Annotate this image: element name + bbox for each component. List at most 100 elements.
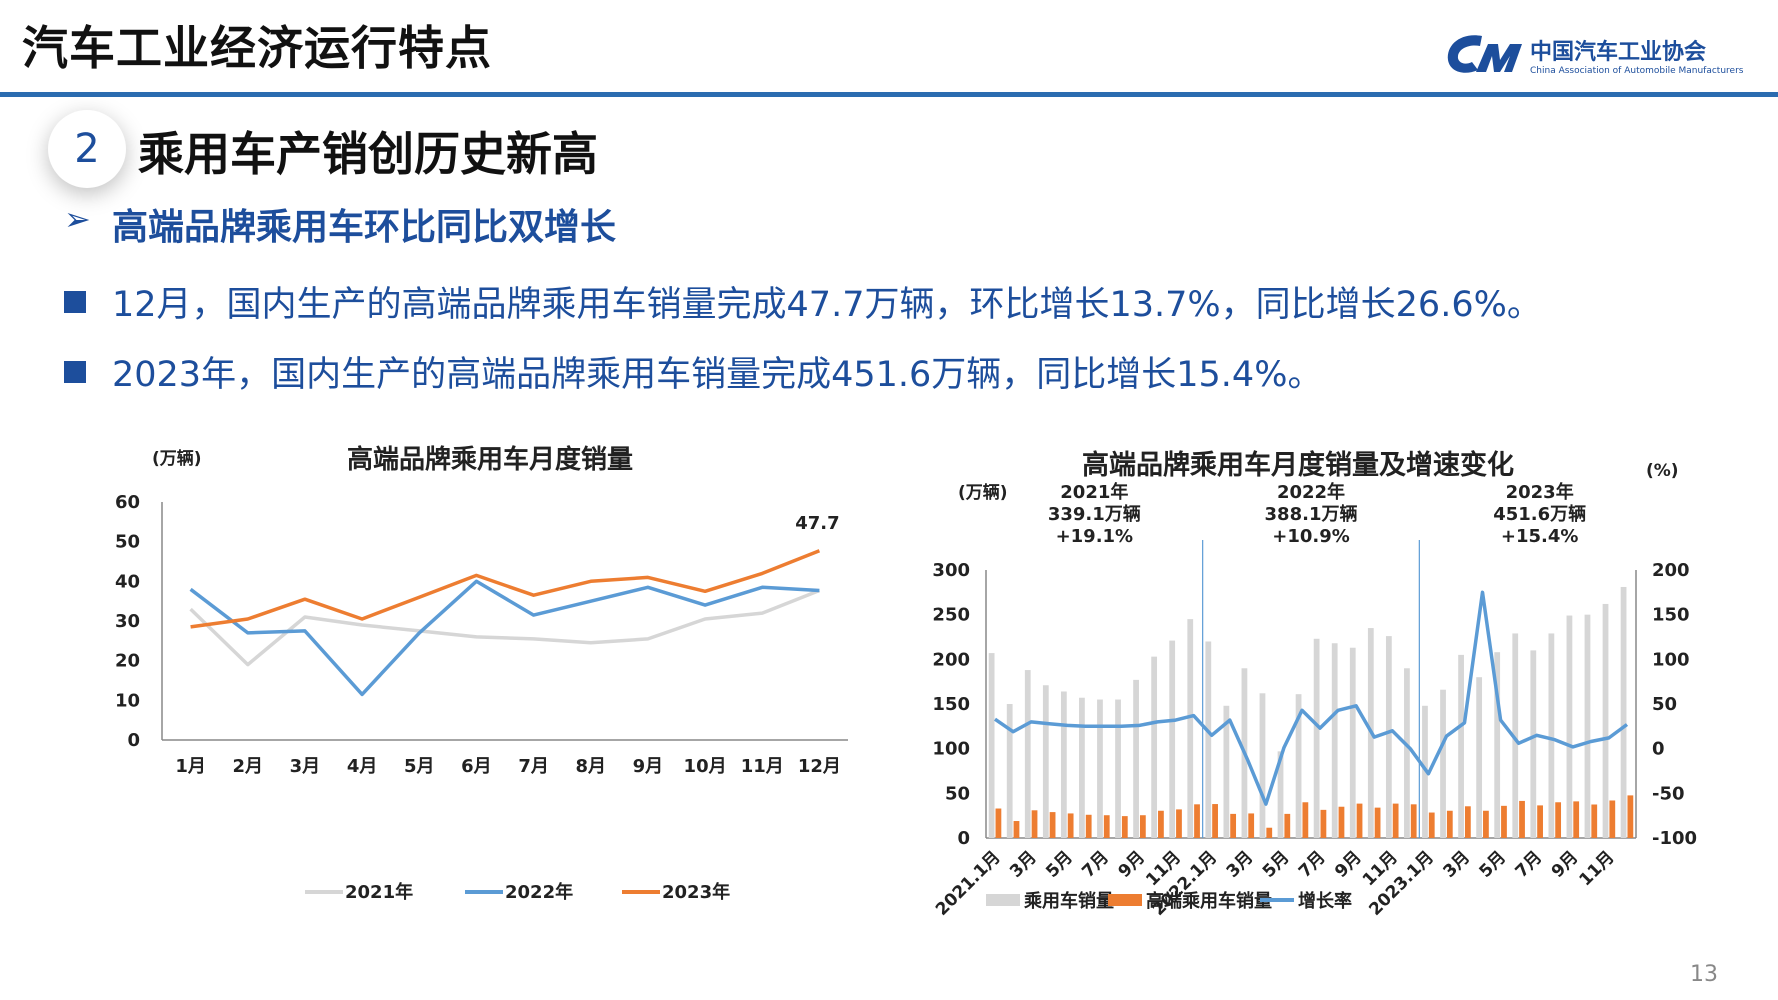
premium-car-bar	[1320, 809, 1327, 838]
passenger-car-bar	[1530, 650, 1537, 838]
passenger-car-bar	[1042, 685, 1049, 838]
premium-car-bar	[1446, 810, 1453, 838]
premium-car-bar	[1627, 795, 1634, 838]
passenger-car-bar	[1097, 699, 1103, 838]
passenger-car-bar	[1349, 647, 1356, 838]
x-tick-label: 4月	[347, 756, 378, 777]
premium-car-bar	[1374, 807, 1381, 838]
y2-tick-label: 100	[1652, 649, 1690, 670]
year-note-growth: +19.1%	[1056, 526, 1134, 547]
y-tick-label: 300	[932, 560, 970, 581]
y-tick-label: 200	[932, 649, 970, 670]
x-tick-label: 2021.1月	[932, 847, 1005, 920]
passenger-car-bar	[1060, 691, 1067, 838]
y-tick-label: 60	[115, 492, 140, 513]
premium-car-bar	[1176, 809, 1182, 838]
x-tick-label: 5月	[1476, 847, 1511, 882]
y-tick-label: 150	[932, 694, 970, 715]
passenger-car-bar	[1494, 652, 1501, 838]
section-number-badge: 2	[48, 110, 126, 188]
arrow-icon: ➢	[64, 200, 91, 238]
y-axis-unit: (万辆)	[152, 448, 202, 469]
year-note-total: 451.6万辆	[1493, 503, 1586, 525]
premium-car-bar	[1573, 801, 1580, 838]
square-bullet-icon	[64, 361, 86, 383]
passenger-car-bar	[1133, 679, 1139, 838]
premium-car-bar	[1067, 813, 1074, 838]
passenger-car-bar	[1584, 614, 1591, 838]
premium-car-bar	[1302, 802, 1309, 838]
y-tick-label: 10	[115, 690, 140, 711]
x-tick-label: 5月	[1259, 847, 1294, 882]
sales-growth-combo-chart: 高端品牌乘用车月度销量及增速变化 (万辆) (%) 0 50 100 150 200 250 30…	[932, 449, 1697, 920]
logo-name: 中国汽车工业协会	[1530, 40, 1707, 65]
y2-tick-label: -50	[1652, 783, 1685, 804]
premium-car-bar	[1230, 813, 1237, 838]
x-tick-label: 3月	[1223, 847, 1258, 882]
passenger-car-bar	[1476, 677, 1483, 838]
y-tick-label: 50	[945, 783, 970, 804]
page-number: 13	[1690, 962, 1718, 987]
y-tick-label: 50	[115, 532, 140, 553]
passenger-car-bar	[1115, 699, 1121, 838]
x-tick-label: 8月	[575, 756, 606, 777]
legend-label: 乘用车销量	[1023, 890, 1114, 912]
y-tick-label: 0	[127, 730, 140, 751]
passenger-car-bar	[1620, 586, 1627, 838]
premium-car-bar	[1338, 806, 1345, 838]
year-note-year: 2021年	[1060, 481, 1128, 503]
premium-car-bar	[1464, 806, 1471, 838]
passenger-car-bar	[1458, 654, 1464, 838]
legend-label: 2023年	[662, 881, 730, 903]
year-note-total: 388.1万辆	[1265, 503, 1358, 525]
premium-car-bar	[1013, 821, 1020, 838]
data-label: 47.7	[795, 513, 839, 534]
passenger-car-bar	[1277, 751, 1284, 838]
passenger-car-bar	[1024, 670, 1031, 838]
premium-car-bar	[1212, 804, 1218, 838]
year-note-growth: +10.9%	[1272, 526, 1350, 547]
premium-car-bar	[1356, 803, 1363, 838]
y-tick-label: 0	[957, 828, 970, 849]
y-tick-label: 20	[115, 651, 140, 672]
y-tick-label: 30	[115, 611, 140, 632]
premium-car-bar	[1284, 813, 1291, 838]
x-tick-label: 7月	[518, 756, 549, 777]
y-tick-label: 250	[932, 605, 970, 626]
x-tick-label: 5月	[404, 756, 435, 777]
premium-car-bar	[1392, 803, 1399, 838]
y2-tick-label: -100	[1652, 828, 1697, 849]
header-title: 汽车工业经济运行特点	[22, 21, 492, 75]
premium-car-bar	[1085, 814, 1092, 838]
year-note-total: 339.1万辆	[1048, 503, 1141, 525]
premium-car-bar	[1121, 816, 1128, 838]
premium-car-bar	[1519, 800, 1525, 838]
premium-car-bar	[1555, 802, 1562, 838]
passenger-car-bar	[1223, 705, 1230, 838]
logo-english: China Association of Automobile Manufact…	[1530, 66, 1744, 76]
x-tick-label: 12月	[798, 756, 841, 777]
passenger-car-bar	[1512, 633, 1519, 838]
y2-tick-label: 150	[1652, 605, 1690, 626]
passenger-car-bar	[1151, 656, 1158, 838]
y-tick-label: 40	[115, 571, 140, 592]
x-tick-label: 3月	[1439, 847, 1474, 882]
passenger-car-bar	[1440, 689, 1446, 838]
passenger-car-bar	[1548, 633, 1555, 838]
passenger-car-bar	[1295, 694, 1302, 838]
x-tick-label: 6月	[461, 756, 492, 777]
bullet-item-2: 2023年，国内生产的高端品牌乘用车销量完成451.6万辆，同比增长15.4%。	[64, 346, 1322, 397]
y-tick-label: 100	[932, 739, 970, 760]
premium-car-bar	[1158, 810, 1164, 838]
x-tick-label: 9月	[633, 756, 664, 777]
year-note-growth: +15.4%	[1501, 526, 1579, 547]
premium-car-bar	[995, 808, 1002, 838]
legend-label: 高端乘用车销量	[1146, 890, 1272, 912]
y2-tick-label: 50	[1652, 694, 1677, 715]
year-note-year: 2023年	[1506, 481, 1574, 503]
passenger-car-bar	[1331, 643, 1338, 838]
series-line-1	[189, 588, 821, 667]
